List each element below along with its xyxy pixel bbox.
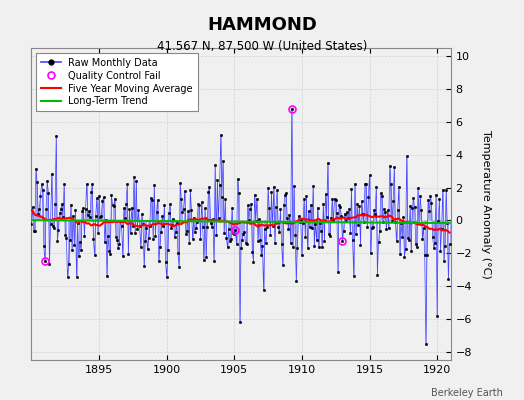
Y-axis label: Temperature Anomaly (°C): Temperature Anomaly (°C) xyxy=(482,130,492,278)
Legend: Raw Monthly Data, Quality Control Fail, Five Year Moving Average, Long-Term Tren: Raw Monthly Data, Quality Control Fail, … xyxy=(36,53,198,111)
Text: Berkeley Earth: Berkeley Earth xyxy=(431,388,503,398)
Text: HAMMOND: HAMMOND xyxy=(207,16,317,34)
Text: 41.567 N, 87.500 W (United States): 41.567 N, 87.500 W (United States) xyxy=(157,40,367,53)
